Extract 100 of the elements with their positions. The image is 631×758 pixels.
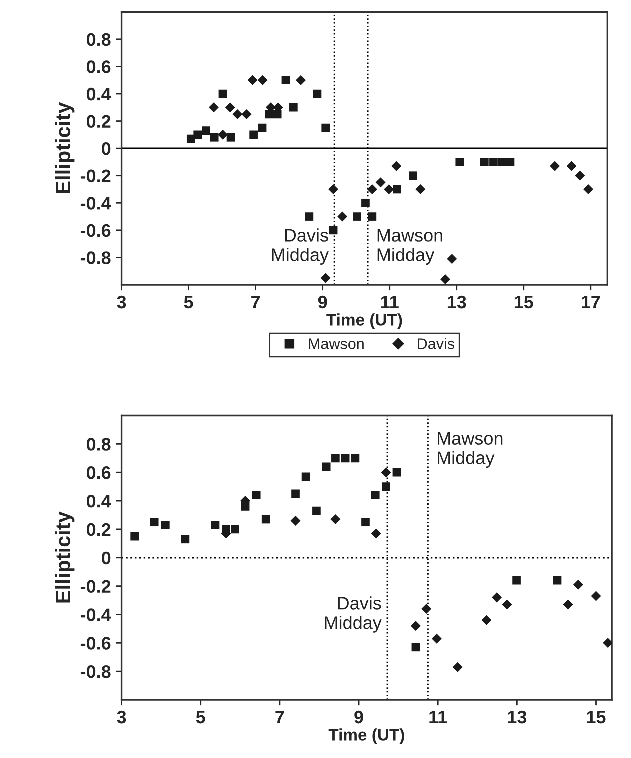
point: [250, 130, 258, 140]
point: [392, 161, 402, 172]
point: [329, 226, 338, 235]
point: [362, 518, 370, 527]
point: [181, 535, 190, 544]
point: [225, 102, 236, 113]
point: [231, 525, 240, 534]
point: [208, 102, 219, 113]
y-tick-label: -0.2: [80, 170, 111, 183]
point: [305, 212, 314, 221]
point: [452, 662, 463, 672]
point: [322, 124, 330, 132]
point: [296, 75, 306, 86]
y-tick-label: 0.8: [86, 33, 111, 46]
point: [194, 130, 202, 140]
point: [232, 109, 243, 120]
point: [338, 212, 348, 222]
point: [313, 90, 322, 98]
x-tick-label: 7: [276, 711, 284, 724]
point: [218, 90, 228, 98]
point: [242, 109, 252, 120]
point: [482, 615, 492, 626]
x-tick-label: 15: [587, 711, 606, 724]
point: [447, 254, 458, 264]
x-axis-title: Time (UT): [326, 314, 402, 330]
point: [440, 274, 450, 285]
legend-label: Davis: [418, 338, 454, 350]
point: [416, 184, 426, 195]
x-tick-label: 13: [448, 296, 466, 309]
point: [409, 172, 418, 180]
point: [603, 638, 612, 648]
point: [371, 491, 380, 500]
point: [382, 482, 390, 491]
point: [258, 124, 267, 132]
point: [202, 126, 210, 135]
point: [591, 591, 602, 602]
y-tick-label: 0: [102, 142, 111, 156]
y-axis-title: Ellipticity: [55, 512, 75, 603]
point: [456, 158, 464, 166]
y-tick-label: 0.6: [86, 60, 111, 74]
point: [265, 110, 274, 119]
point: [252, 491, 261, 500]
x-tick-label: 3: [117, 296, 126, 309]
y-tick-label: -0.2: [80, 580, 111, 594]
point: [506, 158, 515, 166]
point: [302, 472, 310, 482]
point: [492, 592, 502, 603]
point: [422, 604, 432, 614]
point: [210, 133, 219, 142]
point: [490, 158, 498, 166]
point: [150, 518, 159, 527]
point: [273, 110, 282, 119]
x-tick-label: 5: [184, 296, 194, 309]
point: [584, 184, 594, 195]
point: [368, 212, 377, 221]
point: [341, 454, 350, 463]
point: [282, 76, 290, 85]
point: [211, 521, 220, 530]
y-tick-label: 0.8: [86, 438, 111, 451]
point: [550, 161, 560, 172]
point: [332, 454, 340, 463]
point: [412, 643, 420, 652]
x-tick-label: 7: [252, 296, 260, 309]
x-tick-label: 5: [196, 711, 206, 724]
x-tick-label: 15: [514, 296, 534, 309]
point: [573, 580, 584, 590]
x-tick-label: 13: [508, 710, 527, 724]
point: [502, 600, 512, 610]
point: [248, 75, 258, 86]
point: [381, 468, 392, 478]
y-tick-label: 0.2: [86, 523, 111, 536]
point: [322, 462, 331, 472]
point: [553, 576, 562, 585]
x-tick-label: 11: [430, 711, 448, 724]
point: [330, 514, 341, 525]
y-tick-label: 0.2: [86, 115, 111, 128]
y-tick-label: 0.4: [86, 494, 112, 508]
point: [480, 158, 489, 166]
y-tick-label: -0.4: [80, 608, 112, 622]
point: [384, 184, 394, 195]
point: [290, 516, 301, 526]
y-tick-label: 0.4: [86, 88, 112, 101]
y-tick-label: -0.8: [80, 252, 111, 264]
y-tick-label: -0.6: [80, 637, 111, 650]
y-tick-label: -0.6: [80, 224, 111, 238]
point: [362, 198, 370, 208]
point: [376, 178, 386, 188]
point: [262, 515, 270, 524]
y-axis-title: Ellipticity: [55, 102, 75, 194]
y-tick-label: 0.6: [86, 466, 111, 480]
point: [410, 621, 421, 632]
point: [498, 158, 506, 166]
point: [130, 532, 139, 541]
point: [290, 103, 298, 112]
point: [226, 133, 236, 142]
x-tick-label: 11: [381, 296, 399, 309]
point: [566, 161, 577, 172]
point: [312, 506, 321, 516]
x-tick-label: 9: [354, 710, 364, 724]
point: [392, 468, 402, 477]
